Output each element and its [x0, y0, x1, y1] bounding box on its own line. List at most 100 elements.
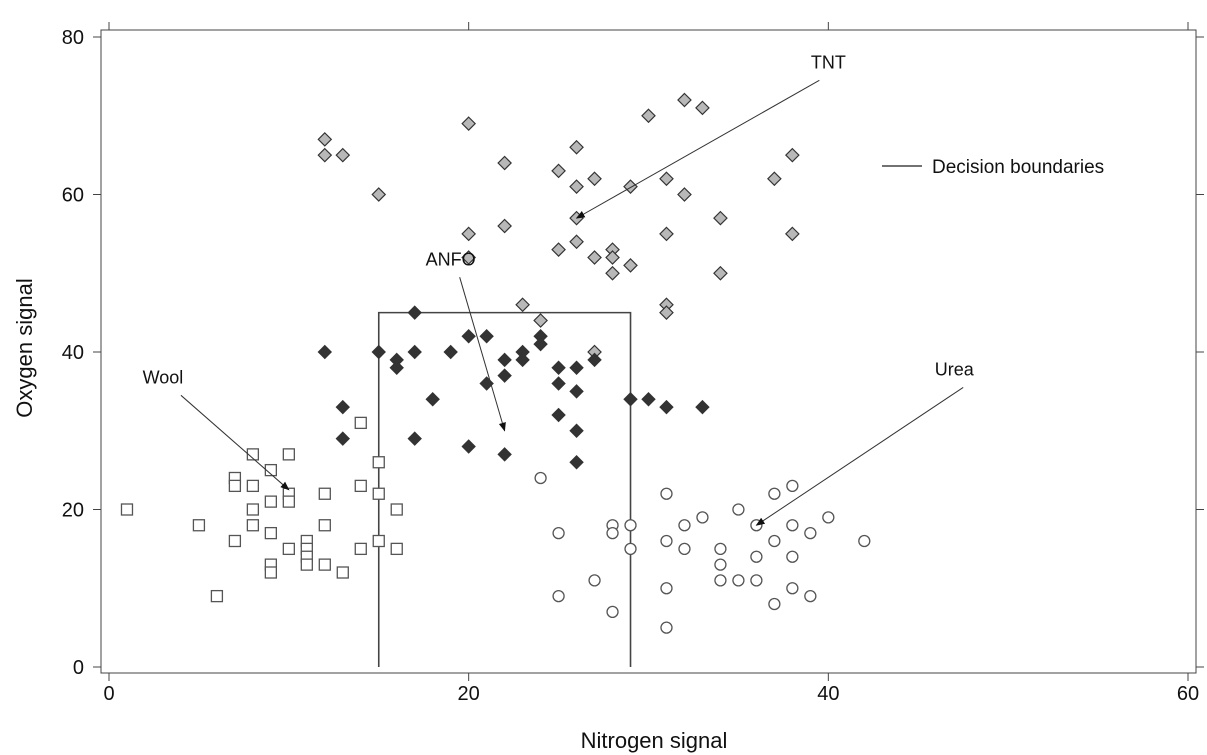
- wool-point: [246, 519, 260, 532]
- anfo-point: [497, 368, 512, 383]
- data-points: [120, 92, 871, 634]
- urea-point: [660, 621, 673, 634]
- tnt-point: [677, 92, 692, 108]
- urea-point: [660, 487, 673, 500]
- anfo-point: [551, 407, 566, 423]
- y-tick-label: 0: [73, 657, 84, 679]
- tnt-point: [695, 100, 710, 116]
- urea-point: [768, 534, 781, 548]
- annotations: TNT ANFO Wool Urea: [143, 53, 975, 526]
- axis-ticks: 0 20 40 60 0 20 40 60 80: [62, 22, 1204, 705]
- anfo-point: [623, 392, 638, 407]
- anfo-point: [659, 399, 674, 415]
- anfo-point: [587, 352, 602, 368]
- urea-point: [606, 605, 619, 619]
- anfo-point: [461, 329, 476, 344]
- tnt-point: [587, 171, 602, 187]
- urea-point: [678, 519, 691, 532]
- urea-point: [624, 519, 637, 532]
- wool-point: [246, 448, 260, 461]
- urea-point: [804, 589, 817, 603]
- urea-point: [552, 589, 565, 603]
- anfo-point: [443, 344, 458, 360]
- tnt-point: [317, 147, 333, 163]
- y-tick-label: 80: [62, 27, 84, 49]
- tnt-point: [515, 297, 530, 313]
- annotation-arrow: [575, 79, 820, 219]
- y-tick-label: 60: [62, 185, 84, 207]
- wool-point: [210, 589, 224, 603]
- anfo-point: [407, 305, 422, 320]
- tnt-point: [317, 132, 333, 147]
- urea-point: [750, 550, 763, 563]
- tnt-point: [605, 250, 620, 265]
- tnt-point: [767, 171, 782, 187]
- anfo-point: [479, 329, 494, 344]
- urea-point: [768, 597, 781, 611]
- tnt-point: [677, 187, 692, 202]
- anfo-point: [497, 352, 512, 368]
- anfo-point: [551, 376, 566, 391]
- urea-point: [606, 526, 619, 540]
- urea-point: [714, 574, 727, 587]
- urea-point: [678, 542, 691, 556]
- urea-point: [786, 582, 799, 595]
- urea-point: [534, 471, 547, 485]
- urea-point: [804, 526, 817, 540]
- anfo-point: [569, 360, 584, 375]
- tnt-point: [569, 179, 584, 194]
- wool-point: [264, 526, 278, 540]
- anfo-point: [407, 431, 422, 446]
- wool-point: [120, 503, 134, 516]
- urea-point: [750, 574, 763, 587]
- tnt-point: [713, 210, 728, 226]
- wool-point: [318, 519, 331, 532]
- wool-point: [390, 542, 403, 556]
- annotation-label: TNT: [811, 53, 846, 73]
- tnt-point: [497, 218, 512, 234]
- wool-point: [228, 479, 242, 493]
- tnt-point: [659, 305, 674, 320]
- wool-point: [192, 519, 206, 532]
- urea-point: [732, 574, 745, 587]
- urea-point: [660, 582, 673, 595]
- tnt-point: [713, 265, 728, 281]
- wool-point: [354, 542, 367, 556]
- annotation-arrow: [459, 277, 506, 432]
- anfo-point: [641, 392, 656, 407]
- wool-point: [264, 463, 278, 477]
- wool-point: [336, 566, 349, 579]
- anfo-point: [569, 455, 584, 470]
- urea-point: [786, 479, 799, 493]
- anfo-point: [425, 392, 440, 407]
- tnt-point: [659, 171, 674, 187]
- urea-point: [588, 574, 601, 587]
- tnt-point: [623, 258, 638, 273]
- tnt-point: [623, 179, 638, 194]
- tnt-point: [569, 234, 584, 250]
- anfo-point: [695, 399, 710, 415]
- wool-point: [282, 495, 295, 508]
- urea-point: [714, 542, 727, 556]
- anfo-point: [569, 384, 584, 399]
- wool-point: [354, 416, 367, 430]
- x-tick-label: 40: [817, 683, 839, 705]
- urea-point: [858, 534, 871, 548]
- wool-point: [282, 448, 295, 461]
- urea-point: [786, 519, 799, 532]
- urea-point: [552, 526, 565, 540]
- x-tick-label: 20: [458, 683, 480, 705]
- wool-point: [318, 558, 331, 571]
- anfo-point: [569, 423, 584, 438]
- tnt-point: [785, 147, 800, 163]
- anfo-point: [551, 360, 566, 375]
- tnt-point: [785, 226, 800, 242]
- wool-point: [372, 456, 385, 469]
- anfo-point: [335, 399, 350, 415]
- wool-point: [372, 487, 385, 500]
- anfo-point: [515, 352, 530, 368]
- urea-point: [786, 550, 799, 563]
- annotation-arrow: [180, 394, 290, 491]
- wool-point: [318, 487, 331, 500]
- urea-point: [624, 542, 637, 556]
